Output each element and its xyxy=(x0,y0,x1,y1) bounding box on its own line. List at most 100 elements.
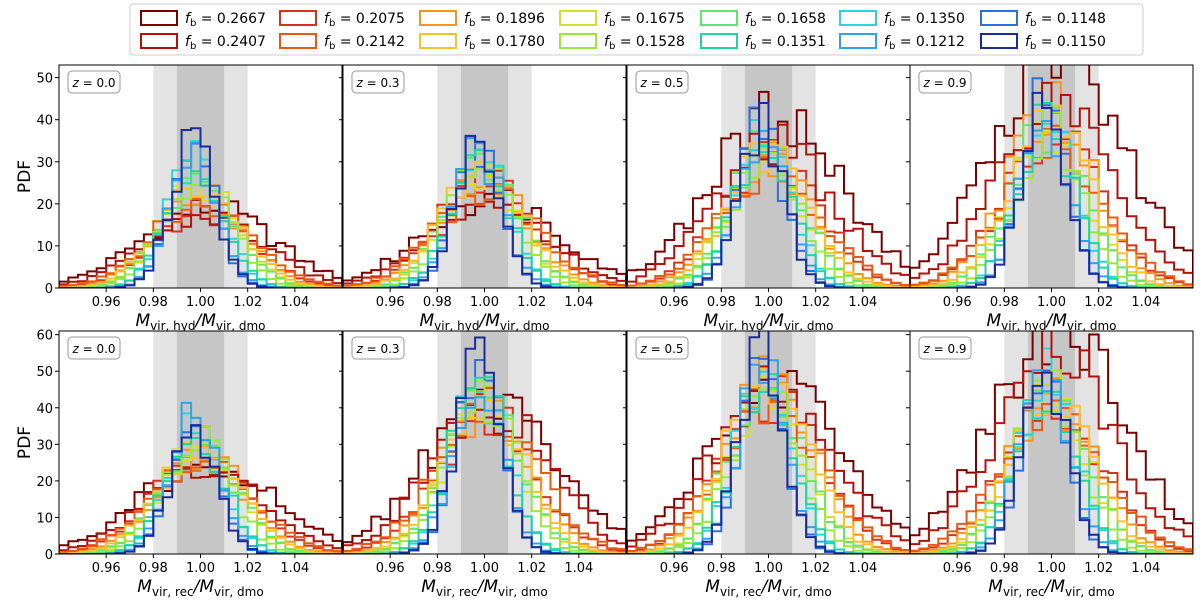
hist-series-0.2407 xyxy=(59,466,342,554)
legend-swatch xyxy=(279,33,317,49)
panel-rec-1: 0.96 0.98 1.00 1.02 1.04 z = 0.3 Mvir, rec/Mvi… xyxy=(339,330,627,599)
y-tick-label: 50 xyxy=(36,72,53,87)
x-tick-label: 1.04 xyxy=(564,295,593,310)
redshift-label: z = 0.5 xyxy=(639,76,683,90)
x-tick-label: 0.98 xyxy=(990,295,1019,310)
x-tick-label: 1.02 xyxy=(801,295,830,310)
panel-rec-3: 0.96 0.98 1.00 1.02 1.04 z = 0.9 Mvir, rec/Mvi… xyxy=(906,330,1194,599)
x-axis-label: Mvir, rec/Mvir, dmo xyxy=(705,577,831,599)
x-axis-label: Mvir, rec/Mvir, dmo xyxy=(421,577,547,599)
x-tick-label: 0.98 xyxy=(423,561,452,576)
x-tick-label: 1.04 xyxy=(848,561,877,576)
legend-label: fb = 0.2667 xyxy=(185,11,266,29)
x-tick-label: 1.04 xyxy=(1131,561,1160,576)
x-tick-label: 0.98 xyxy=(707,295,736,310)
y-tick-label: 10 xyxy=(36,240,53,255)
x-tick-label: 1.02 xyxy=(517,561,546,576)
legend-label: fb = 0.1780 xyxy=(464,34,545,52)
x-tick-label: 0.98 xyxy=(139,561,168,576)
redshift-label: z = 0.5 xyxy=(639,342,683,356)
hist-series-0.2142 xyxy=(627,382,910,554)
x-tick-label: 1.04 xyxy=(280,561,309,576)
legend-label: fb = 0.2075 xyxy=(324,11,405,29)
legend-swatch xyxy=(980,10,1018,26)
x-tick-label: 1.00 xyxy=(754,295,783,310)
hist-series-0.2142 xyxy=(59,460,342,554)
redshift-box xyxy=(67,336,121,360)
redshift-label: z = 0.0 xyxy=(71,76,115,90)
x-tick-label: 1.00 xyxy=(1037,561,1066,576)
redshift-label: z = 0.9 xyxy=(922,76,966,90)
legend-swatch xyxy=(980,33,1018,49)
hist-series-0.2142 xyxy=(343,188,626,288)
x-tick-label: 1.00 xyxy=(1037,295,1066,310)
panel-hyd-0: 0.96 0.98 1.00 1.02 1.04 0 10 20 30 40 50 z = 0.0 Mv… xyxy=(15,64,343,333)
legend-swatch xyxy=(140,10,178,26)
panel-hyd-3: 0.96 0.98 1.00 1.02 1.04 z = 0.9 Mvir, hyd/Mvi… xyxy=(906,64,1194,333)
x-tick-label: 1.00 xyxy=(186,295,215,310)
legend-label: fb = 0.1212 xyxy=(884,34,965,52)
x-tick-label: 1.02 xyxy=(801,561,830,576)
legend-label: fb = 0.1351 xyxy=(745,34,826,52)
panel-rec-0: 0.96 0.98 1.00 1.02 1.04 0 10 20 30 40 50 60 z = 0.0… xyxy=(15,329,343,599)
legend-label: fb = 0.1675 xyxy=(604,11,685,29)
legend-swatch xyxy=(419,10,457,26)
histograms xyxy=(627,331,910,554)
redshift-label: z = 0.0 xyxy=(71,342,115,356)
legend-frame xyxy=(129,3,1144,56)
histograms xyxy=(343,336,626,554)
legend-label: fb = 0.1350 xyxy=(884,11,965,29)
legend-label: fb = 0.1150 xyxy=(1025,34,1106,52)
redshift-box xyxy=(918,70,972,94)
hist-series-0.2667 xyxy=(343,183,626,288)
y-tick-label: 30 xyxy=(36,156,53,171)
x-tick-label: 0.96 xyxy=(376,295,405,310)
y-tick-label: 40 xyxy=(36,402,53,417)
legend-swatch xyxy=(700,33,738,49)
legend-swatch xyxy=(559,33,597,49)
legend: fb = 0.2667 fb = 0.2075 fb = 0.1896 fb = 0.… xyxy=(129,3,1144,56)
legend-swatch xyxy=(839,10,877,26)
x-tick-label: 0.96 xyxy=(943,295,972,310)
hist-series-0.2142 xyxy=(59,198,342,288)
x-tick-label: 1.04 xyxy=(848,295,877,310)
legend-swatch xyxy=(140,33,178,49)
x-tick-label: 0.98 xyxy=(707,561,736,576)
hist-series-0.2667 xyxy=(910,65,1193,288)
redshift-box xyxy=(351,336,405,360)
x-tick-label: 1.02 xyxy=(233,295,262,310)
x-tick-label: 0.98 xyxy=(423,295,452,310)
redshift-label: z = 0.3 xyxy=(355,342,399,356)
legend-label: fb = 0.1896 xyxy=(464,11,545,29)
x-axis-label: Mvir, hyd/Mvir, dmo xyxy=(419,311,549,333)
y-tick-label: 30 xyxy=(36,438,53,453)
x-tick-label: 1.02 xyxy=(517,295,546,310)
x-tick-label: 1.00 xyxy=(186,561,215,576)
x-tick-label: 1.04 xyxy=(280,295,309,310)
y-tick-label: 20 xyxy=(36,475,53,490)
x-tick-label: 1.00 xyxy=(754,561,783,576)
x-axis-label: Mvir, rec/Mvir, dmo xyxy=(137,577,263,599)
legend-label: fb = 0.1658 xyxy=(745,11,826,29)
legend-label: fb = 0.2407 xyxy=(185,34,266,52)
hist-series-0.2407 xyxy=(910,81,1193,288)
y-tick-label: 40 xyxy=(36,114,53,129)
x-axis-label: Mvir, hyd/Mvir, dmo xyxy=(135,311,265,333)
legend-swatch xyxy=(700,10,738,26)
panel-rec-2: 0.96 0.98 1.00 1.02 1.04 z = 0.5 Mvir, rec/Mvi… xyxy=(623,330,911,599)
x-tick-label: 1.00 xyxy=(470,561,499,576)
y-axis-label: PDF xyxy=(15,160,35,193)
y-axis-label: PDF xyxy=(15,426,35,459)
legend-swatch xyxy=(419,33,457,49)
hist-series-0.2407 xyxy=(910,331,1193,554)
redshift-box xyxy=(67,70,121,94)
y-tick-label: 50 xyxy=(36,365,53,380)
y-tick-label: 10 xyxy=(36,511,53,526)
x-tick-label: 0.96 xyxy=(92,295,121,310)
x-axis-label: Mvir, hyd/Mvir, dmo xyxy=(703,311,833,333)
x-tick-label: 0.96 xyxy=(92,561,121,576)
x-tick-label: 0.96 xyxy=(660,561,689,576)
histograms xyxy=(627,90,910,288)
x-axis-label: Mvir, rec/Mvir, dmo xyxy=(988,577,1114,599)
redshift-box xyxy=(918,336,972,360)
